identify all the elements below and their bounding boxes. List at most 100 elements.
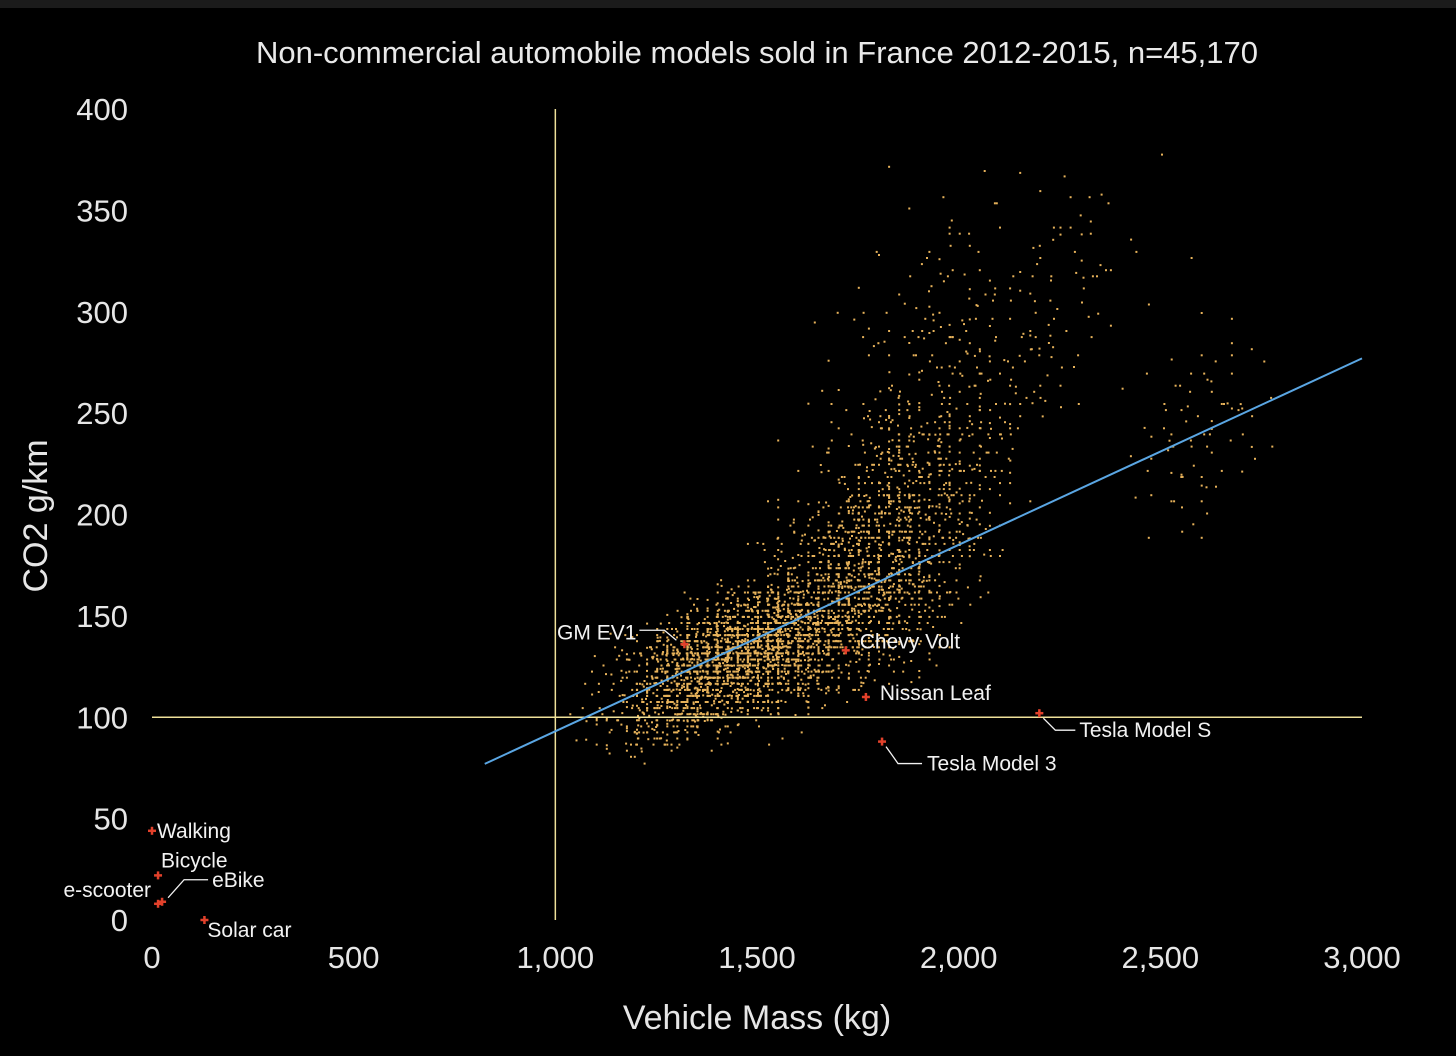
data-point	[787, 591, 790, 594]
data-point	[984, 293, 987, 296]
data-point	[960, 521, 963, 524]
data-point	[950, 494, 953, 497]
data-point	[938, 503, 941, 506]
data-point	[913, 591, 916, 594]
data-point	[845, 581, 848, 584]
data-point	[730, 656, 733, 659]
data-point	[910, 603, 913, 606]
data-point	[783, 600, 786, 603]
data-point	[746, 606, 749, 609]
data-point	[892, 647, 895, 650]
data-point	[635, 682, 638, 685]
data-point	[787, 585, 790, 588]
data-point	[898, 512, 901, 515]
data-point	[690, 692, 693, 695]
data-point	[978, 579, 981, 582]
data-point	[799, 659, 802, 662]
data-point	[833, 634, 835, 637]
data-point	[693, 628, 696, 630]
data-point	[955, 407, 958, 410]
x-tick-labels: 0 500 1,000 1,500 2,000 2,500 3,000	[143, 940, 1400, 975]
data-point	[776, 682, 779, 685]
data-point	[765, 640, 768, 643]
data-point	[724, 657, 727, 659]
data-point	[706, 691, 709, 694]
data-point	[983, 553, 986, 556]
data-point	[638, 731, 641, 734]
data-point	[948, 336, 951, 339]
data-point	[847, 498, 850, 501]
data-point	[769, 573, 772, 576]
data-point	[799, 591, 802, 594]
data-point	[715, 688, 718, 691]
data-point	[984, 528, 987, 530]
data-point	[1009, 433, 1012, 436]
data-point	[719, 665, 722, 668]
data-point	[878, 588, 881, 591]
data-point	[805, 652, 808, 655]
data-point	[917, 336, 920, 339]
data-point	[843, 585, 846, 588]
data-point	[857, 573, 860, 576]
data-point	[647, 738, 650, 741]
data-point	[728, 664, 731, 667]
data-point	[748, 664, 751, 667]
data-point	[877, 553, 880, 556]
data-point	[767, 644, 770, 647]
data-point	[1150, 457, 1153, 460]
data-point	[736, 622, 739, 624]
data-point	[797, 643, 800, 646]
data-point	[858, 539, 861, 542]
data-point	[863, 602, 866, 605]
data-point	[1143, 426, 1146, 429]
data-point	[668, 622, 671, 624]
data-point	[760, 615, 763, 618]
data-point	[771, 591, 774, 594]
data-point	[757, 619, 759, 622]
data-point	[686, 656, 689, 659]
data-point	[764, 655, 767, 658]
data-point	[651, 727, 654, 730]
data-point	[730, 681, 733, 684]
data-point	[891, 628, 894, 630]
data-point	[878, 603, 880, 606]
data-point	[928, 516, 931, 518]
data-point	[715, 632, 718, 635]
data-point	[637, 724, 640, 727]
data-point	[726, 629, 729, 632]
data-point	[764, 652, 767, 655]
data-point	[752, 658, 754, 661]
data-point	[688, 643, 691, 646]
data-point	[990, 427, 992, 430]
data-point	[736, 647, 739, 650]
data-point	[819, 464, 822, 466]
data-point	[792, 585, 795, 588]
data-point	[1181, 475, 1184, 478]
data-point	[777, 677, 780, 679]
data-point	[761, 647, 764, 650]
data-point	[705, 641, 708, 644]
data-point	[888, 646, 891, 649]
data-point	[905, 530, 907, 533]
data-point	[726, 707, 729, 710]
data-point	[975, 518, 978, 521]
data-point	[876, 536, 879, 539]
data-point	[787, 567, 790, 570]
data-point	[812, 642, 815, 645]
data-point	[686, 634, 689, 637]
data-point	[948, 488, 951, 491]
data-point	[1038, 354, 1041, 357]
data-point	[995, 451, 998, 454]
data-point	[909, 574, 912, 576]
data-point	[1087, 315, 1090, 318]
data-point	[1089, 232, 1092, 235]
data-point	[680, 670, 683, 673]
data-point	[847, 618, 850, 621]
data-point	[943, 581, 946, 584]
data-point	[863, 591, 866, 594]
data-point	[678, 682, 681, 685]
data-point	[942, 280, 945, 283]
data-point	[951, 372, 954, 375]
data-point	[777, 667, 780, 670]
data-point	[682, 719, 685, 722]
